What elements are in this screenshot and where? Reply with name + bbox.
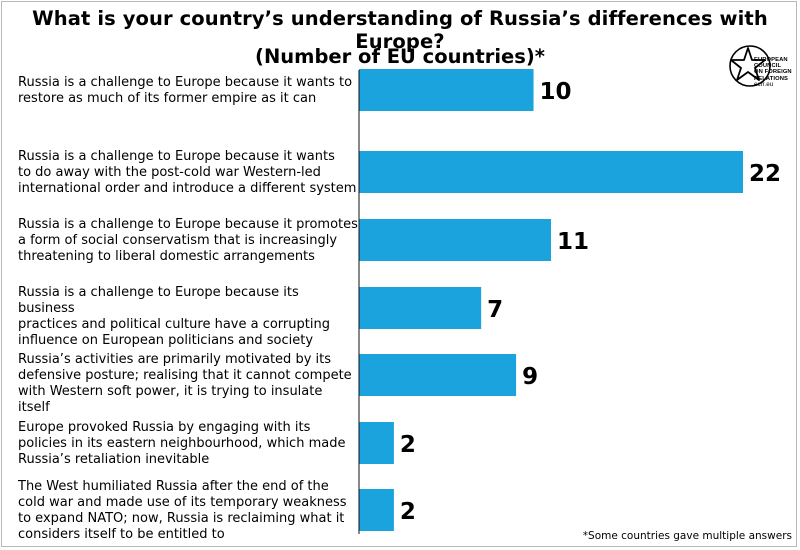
category-label-1: Russia is a challenge to Europe because … xyxy=(18,75,358,107)
value-label-1: 10 xyxy=(540,79,572,105)
category-label-2: Russia is a challenge to Europe because … xyxy=(18,149,358,197)
bar-1 xyxy=(359,69,534,111)
category-label-line: restore as much of its former empire as … xyxy=(18,91,317,106)
category-label-line: to expand NATO; now, Russia is reclaimin… xyxy=(18,511,345,526)
category-label-line: Russia is a challenge to Europe because … xyxy=(18,149,335,164)
category-label-4: Russia is a challenge to Europe because … xyxy=(18,285,358,349)
bar-4 xyxy=(359,287,482,329)
value-label-7: 2 xyxy=(400,499,416,525)
category-label-line: Russia’s activities are primarily motiva… xyxy=(18,352,332,367)
category-label-line: threatening to liberal domestic arrangem… xyxy=(18,249,315,264)
category-label-line: influence on European politicians and so… xyxy=(18,333,314,348)
logo-line-3: ON FOREIGN xyxy=(754,69,792,76)
category-label-line: Europe provoked Russia by engaging with … xyxy=(18,420,311,435)
footnote: *Some countries gave multiple answers xyxy=(582,530,792,542)
ecfr-logo-text: EUROPEAN COUNCIL ON FOREIGN RELATIONS ec… xyxy=(754,57,792,88)
logo-line-4: RELATIONS xyxy=(754,75,788,82)
category-label-line: a form of social conservatism that is in… xyxy=(18,233,338,248)
category-label-line: to do away with the post-cold war Wester… xyxy=(18,165,321,180)
logo-line-1: EUROPEAN xyxy=(754,57,788,63)
category-label-line: Russia’s retaliation inevitable xyxy=(18,452,210,467)
category-label-line: Russia is a challenge to Europe because … xyxy=(18,217,358,232)
bar-3 xyxy=(359,219,551,261)
category-label-line: The West humiliated Russia after the end… xyxy=(18,479,329,494)
value-label-5: 9 xyxy=(522,364,538,390)
category-label-5: Russia’s activities are primarily motiva… xyxy=(18,352,358,416)
value-label-6: 2 xyxy=(400,432,416,458)
chart-title: What is your country’s understanding of … xyxy=(32,7,768,53)
bar-7 xyxy=(359,489,394,531)
bar-6 xyxy=(359,422,394,464)
category-label-line: Russia is a challenge to Europe because … xyxy=(18,75,353,90)
bar-5 xyxy=(359,354,517,396)
value-label-4: 7 xyxy=(487,297,503,323)
category-label-line: practices and political culture have a c… xyxy=(18,317,330,332)
category-label-line: cold war and made use of its temporary w… xyxy=(18,495,347,510)
category-label-line: policies in its eastern neighbourhood, w… xyxy=(18,436,346,451)
category-label-3: Russia is a challenge to Europe because … xyxy=(18,217,358,265)
category-label-7: The West humiliated Russia after the end… xyxy=(18,479,358,543)
category-label-line: considers itself to be entitled to xyxy=(18,527,225,542)
category-label-line: defensive posture; realising that it can… xyxy=(18,368,352,383)
category-label-line: international order and introduce a diff… xyxy=(18,181,357,196)
logo-line-2: COUNCIL xyxy=(754,63,782,70)
category-label-line: with Western soft power, it is trying to… xyxy=(18,384,323,415)
logo-url: ecfr.eu xyxy=(754,80,774,88)
ecfr-logo-icon xyxy=(729,45,771,87)
chart-subtitle: (Number of EU countries)* xyxy=(255,45,545,68)
bar-2 xyxy=(359,151,743,193)
value-label-2: 22 xyxy=(749,161,781,187)
category-label-6: Europe provoked Russia by engaging with … xyxy=(18,420,358,468)
value-label-3: 11 xyxy=(557,229,589,255)
category-label-line: Russia is a challenge to Europe because … xyxy=(18,285,299,316)
